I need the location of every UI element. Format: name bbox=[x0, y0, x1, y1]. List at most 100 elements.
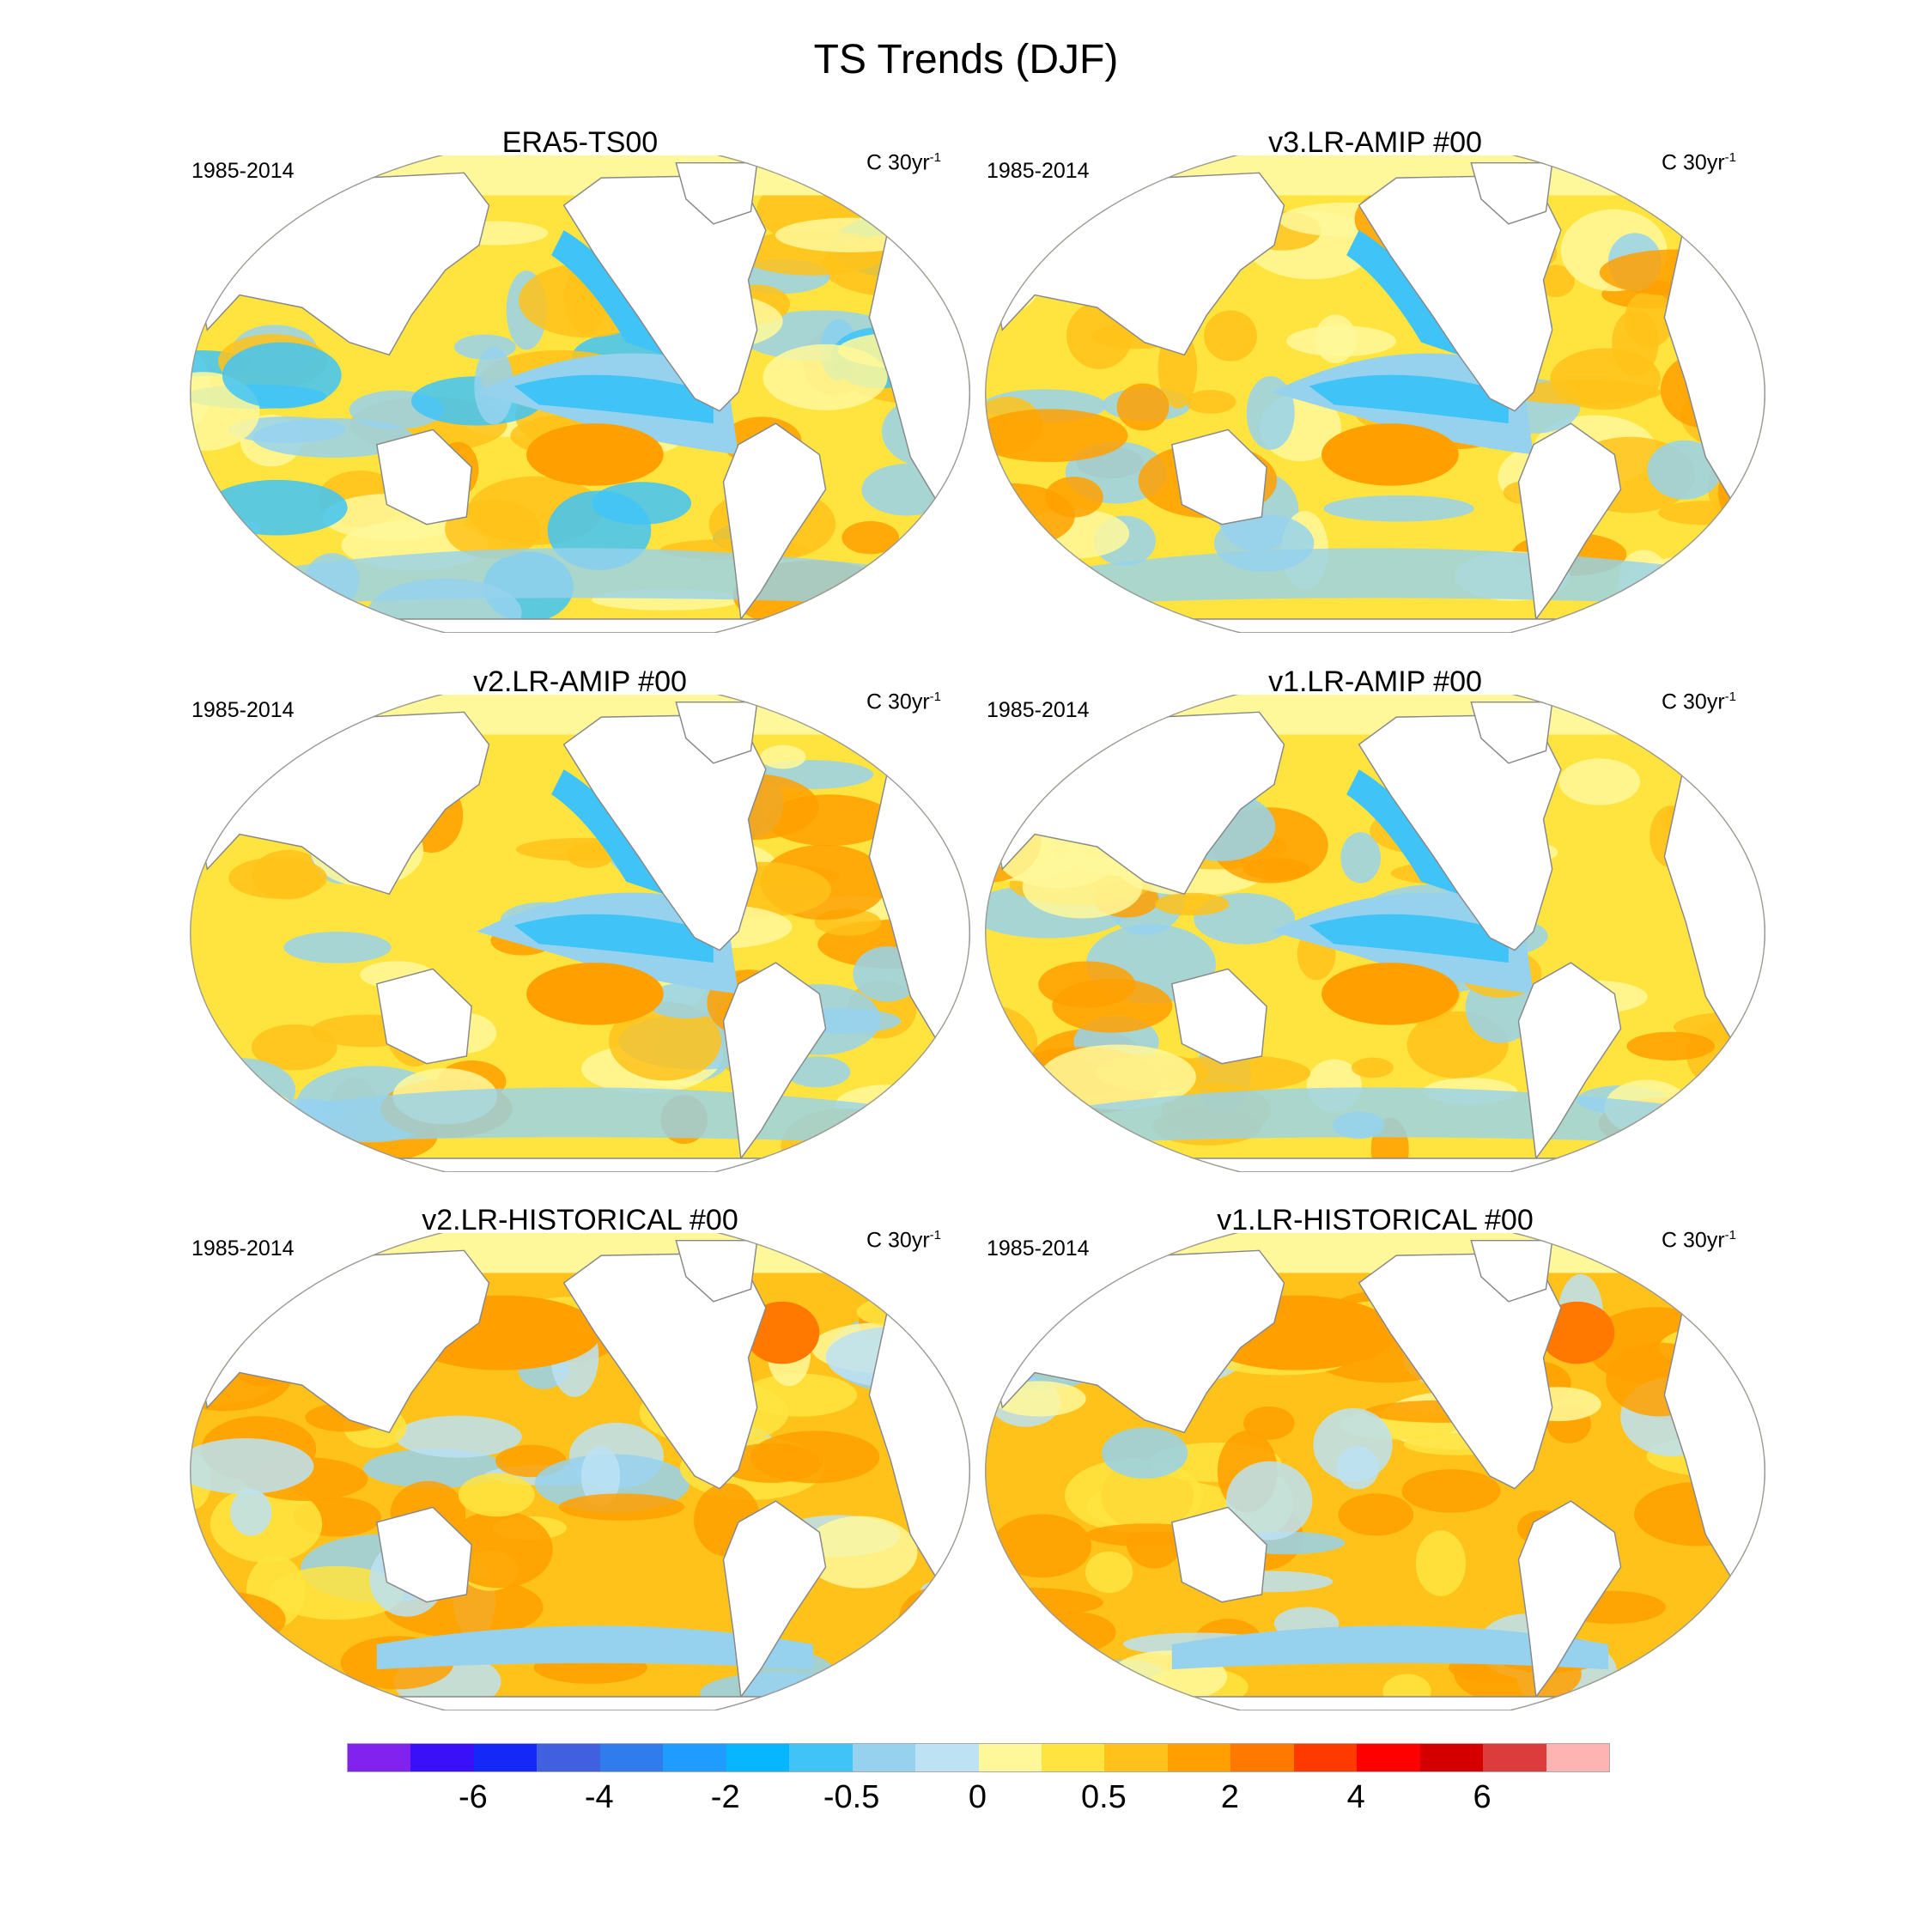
colorbar-bin bbox=[726, 1744, 790, 1771]
trend-blob bbox=[1243, 1406, 1295, 1440]
map bbox=[985, 155, 1765, 633]
period-label: 1985-2014 bbox=[191, 698, 295, 722]
units-exponent: -1 bbox=[1724, 690, 1736, 704]
trend-blob bbox=[230, 1489, 272, 1536]
north-atlantic-warm bbox=[1540, 1301, 1615, 1364]
trend-blob bbox=[1612, 309, 1659, 377]
north-atlantic-warm bbox=[744, 1301, 820, 1364]
trend-blob bbox=[395, 1415, 522, 1458]
trend-blob bbox=[645, 982, 728, 1018]
trend-blob bbox=[228, 416, 346, 443]
south-pacific-warm bbox=[526, 963, 664, 1025]
north-pacific-cold bbox=[551, 769, 664, 895]
trend-blob bbox=[1338, 1493, 1414, 1536]
arctic-band bbox=[190, 155, 970, 196]
land-mask bbox=[1517, 1500, 1622, 1698]
colorbar-bin bbox=[852, 1744, 916, 1771]
trend-blob bbox=[1622, 585, 1712, 626]
trend-blob bbox=[1336, 1446, 1380, 1490]
panel-title: v2.LR-AMIP #00 bbox=[473, 665, 687, 698]
figure-title: TS Trends (DJF) bbox=[813, 37, 1119, 82]
panel-title: v3.LR-AMIP #00 bbox=[1268, 126, 1482, 159]
cold-tongue-core bbox=[513, 914, 714, 963]
units-label: C 30yr-1 bbox=[866, 690, 941, 714]
land-mask bbox=[1517, 962, 1622, 1160]
colorbar-bin bbox=[915, 1744, 979, 1771]
trend-blob bbox=[363, 1449, 507, 1489]
trend-blob bbox=[1558, 758, 1641, 805]
trend-blob bbox=[1537, 264, 1575, 298]
trend-blob bbox=[803, 1516, 918, 1589]
cold-tongue-core bbox=[513, 374, 714, 424]
colorbar-tick-label: 4 bbox=[1346, 1779, 1365, 1815]
trend-blob bbox=[841, 520, 900, 555]
trend-blob bbox=[1116, 383, 1170, 431]
colorbar-tick-label: -0.5 bbox=[823, 1779, 880, 1815]
units-exponent: -1 bbox=[1724, 150, 1736, 165]
panel-title: v2.LR-HISTORICAL #00 bbox=[422, 1204, 738, 1236]
map-panel: v1.LR-AMIP #00 1985-2014 C 30yr-1 bbox=[985, 665, 1765, 1227]
units-label: C 30yr-1 bbox=[866, 150, 941, 175]
trend-blob bbox=[1242, 858, 1310, 880]
land-mask bbox=[675, 701, 758, 764]
land-mask bbox=[675, 1239, 758, 1303]
trend-blob bbox=[190, 1615, 248, 1672]
map bbox=[190, 1233, 970, 1710]
land-mask bbox=[1470, 701, 1553, 764]
trend-blob bbox=[1085, 1551, 1133, 1594]
period-label: 1985-2014 bbox=[987, 159, 1090, 183]
trend-blob bbox=[985, 1081, 1061, 1115]
trend-blob bbox=[760, 744, 806, 769]
period-label: 1985-2014 bbox=[191, 159, 295, 183]
trend-blob bbox=[1505, 380, 1662, 404]
units-exponent: -1 bbox=[929, 150, 941, 165]
trend-blob bbox=[815, 591, 884, 623]
units-text: C 30yr bbox=[866, 1228, 930, 1253]
north-pacific-cold bbox=[1346, 230, 1459, 355]
trend-blob bbox=[1022, 855, 1143, 919]
trend-blob bbox=[445, 1510, 553, 1589]
trend-blob bbox=[1039, 1044, 1197, 1110]
trend-blob bbox=[1225, 1461, 1313, 1540]
south-pacific-warm bbox=[1321, 423, 1459, 486]
southern-ocean-cold bbox=[1171, 1625, 1609, 1670]
map-outline bbox=[985, 695, 1765, 1172]
trend-blob bbox=[458, 1473, 535, 1517]
trend-blob bbox=[1037, 1612, 1116, 1653]
colorbar-bin bbox=[1419, 1744, 1484, 1771]
land-mask bbox=[190, 618, 970, 633]
trend-blob bbox=[992, 1514, 1092, 1578]
land-mask bbox=[1470, 1239, 1553, 1303]
south-pacific-warm bbox=[526, 423, 664, 486]
colorbar-bin bbox=[1230, 1744, 1294, 1771]
trend-blob bbox=[222, 342, 342, 409]
trend-blob bbox=[228, 857, 328, 899]
units-text: C 30yr bbox=[1662, 690, 1725, 714]
colorbar-tick-label: -2 bbox=[710, 1779, 740, 1815]
trend-blob bbox=[1323, 495, 1474, 522]
land-mask bbox=[985, 1157, 1765, 1172]
trend-blob bbox=[1204, 310, 1257, 361]
colorbar bbox=[347, 1743, 1610, 1772]
map-panel: ERA5-TS00 1985-2014 C 30yr-1 bbox=[190, 126, 970, 688]
trend-blob bbox=[190, 183, 214, 235]
colorbar-tick-label: -6 bbox=[458, 1779, 488, 1815]
panel-title: ERA5-TS00 bbox=[501, 126, 659, 159]
land-mask bbox=[722, 962, 827, 1160]
trend-blob bbox=[1286, 325, 1396, 357]
trend-blob bbox=[1102, 1427, 1188, 1479]
units-text: C 30yr bbox=[866, 150, 930, 175]
trend-blob bbox=[907, 1069, 970, 1127]
colorbar-bin bbox=[473, 1744, 538, 1771]
south-pacific-warm bbox=[1321, 963, 1459, 1025]
trend-blob bbox=[762, 343, 888, 410]
land-mask bbox=[1470, 161, 1553, 225]
trend-blob bbox=[190, 1110, 308, 1141]
colorbar-bin bbox=[1483, 1744, 1546, 1771]
map-outline bbox=[985, 1233, 1765, 1710]
trend-blob bbox=[1401, 1469, 1501, 1513]
trend-blob bbox=[1647, 440, 1722, 500]
trend-blob bbox=[985, 409, 1128, 463]
land-mask bbox=[190, 1696, 970, 1710]
trend-blob bbox=[558, 1493, 685, 1521]
